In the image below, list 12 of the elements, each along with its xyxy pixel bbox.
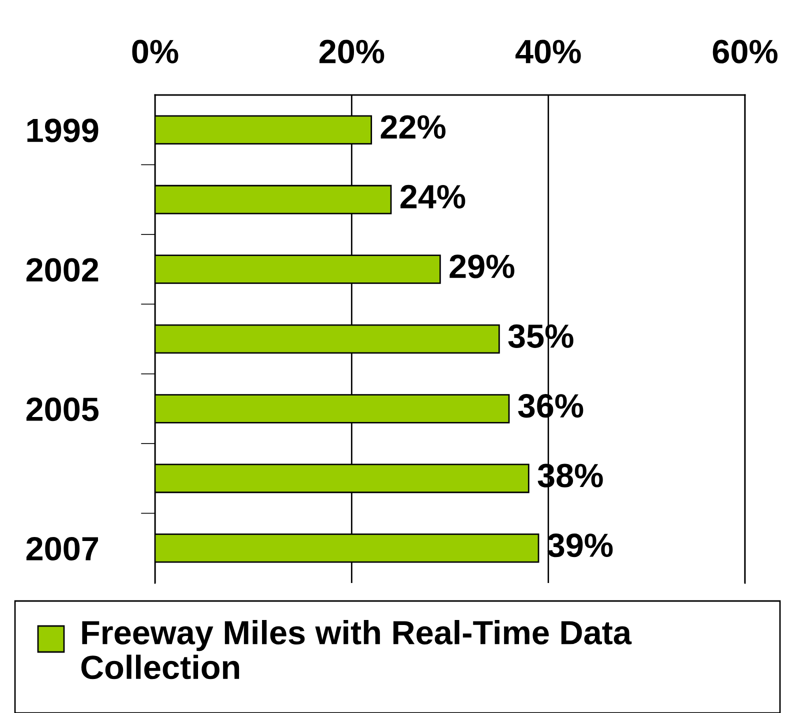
y-tick-label: 2002 (26, 258, 98, 282)
x-tick-label: 60% (712, 40, 778, 64)
x-tick-label: 20% (319, 40, 384, 64)
text: 24% (400, 184, 466, 208)
text: 29% (450, 254, 514, 278)
y-tick-label: 1999 (27, 118, 98, 142)
x-tick-label: 40% (515, 40, 581, 64)
text: 22% (380, 115, 446, 139)
x-tick-label: 0% (132, 40, 178, 64)
legend-label: Freeway Miles with Real-Time Data Collection (81, 620, 632, 680)
y-tick-label: 2005 (26, 398, 99, 422)
y-tick-label: 2007 (26, 536, 98, 561)
